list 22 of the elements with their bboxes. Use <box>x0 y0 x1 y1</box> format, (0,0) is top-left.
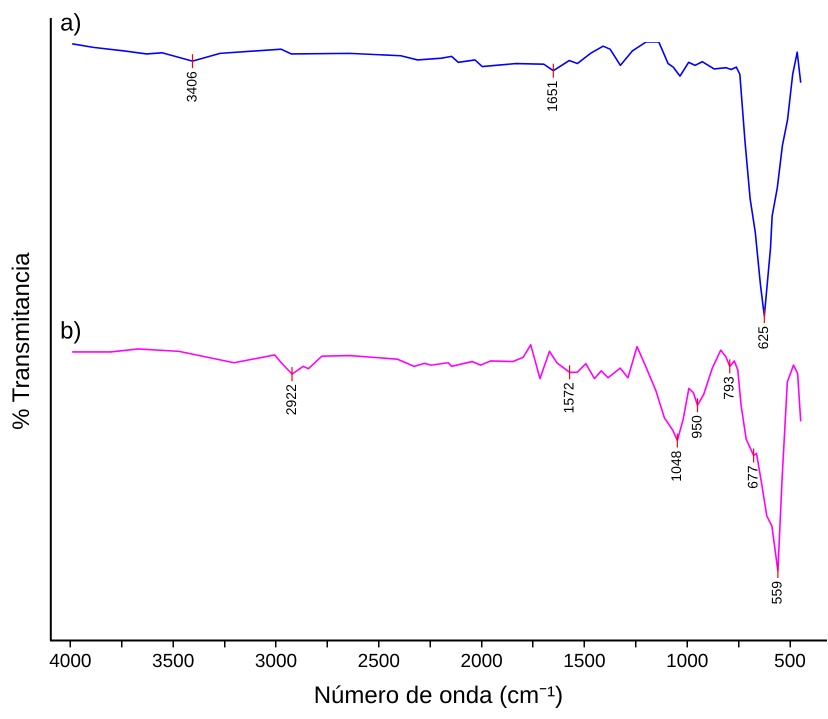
x-tick-label: 1000 <box>666 651 708 672</box>
x-tick-label: 4000 <box>49 651 92 672</box>
y-axis-title: % Transmitancia <box>8 252 36 430</box>
annotation: 677 <box>744 465 760 489</box>
x-tick-label: 2000 <box>460 651 503 672</box>
x-tick-label: 3000 <box>254 651 298 672</box>
annotation: 1572 <box>560 382 576 414</box>
annotation: 1048 <box>668 450 684 482</box>
x-tick-label: 1500 <box>563 651 606 672</box>
annotation: 1651 <box>544 80 560 112</box>
x-tick-label: 500 <box>774 651 806 672</box>
x-axis-title: Número de onda (cm⁻¹) <box>314 682 564 710</box>
annotation: 950 <box>688 415 704 439</box>
series-label: a) <box>60 9 82 36</box>
series-label: b) <box>60 318 82 345</box>
annotation: 2922 <box>282 384 299 416</box>
annotation: 793 <box>720 376 737 400</box>
x-tick-label: 3500 <box>152 651 194 672</box>
annotation: 625 <box>755 326 772 350</box>
annotation: 3406 <box>183 70 200 102</box>
annotation: 559 <box>768 580 785 604</box>
x-tick-label: 2500 <box>358 651 400 672</box>
